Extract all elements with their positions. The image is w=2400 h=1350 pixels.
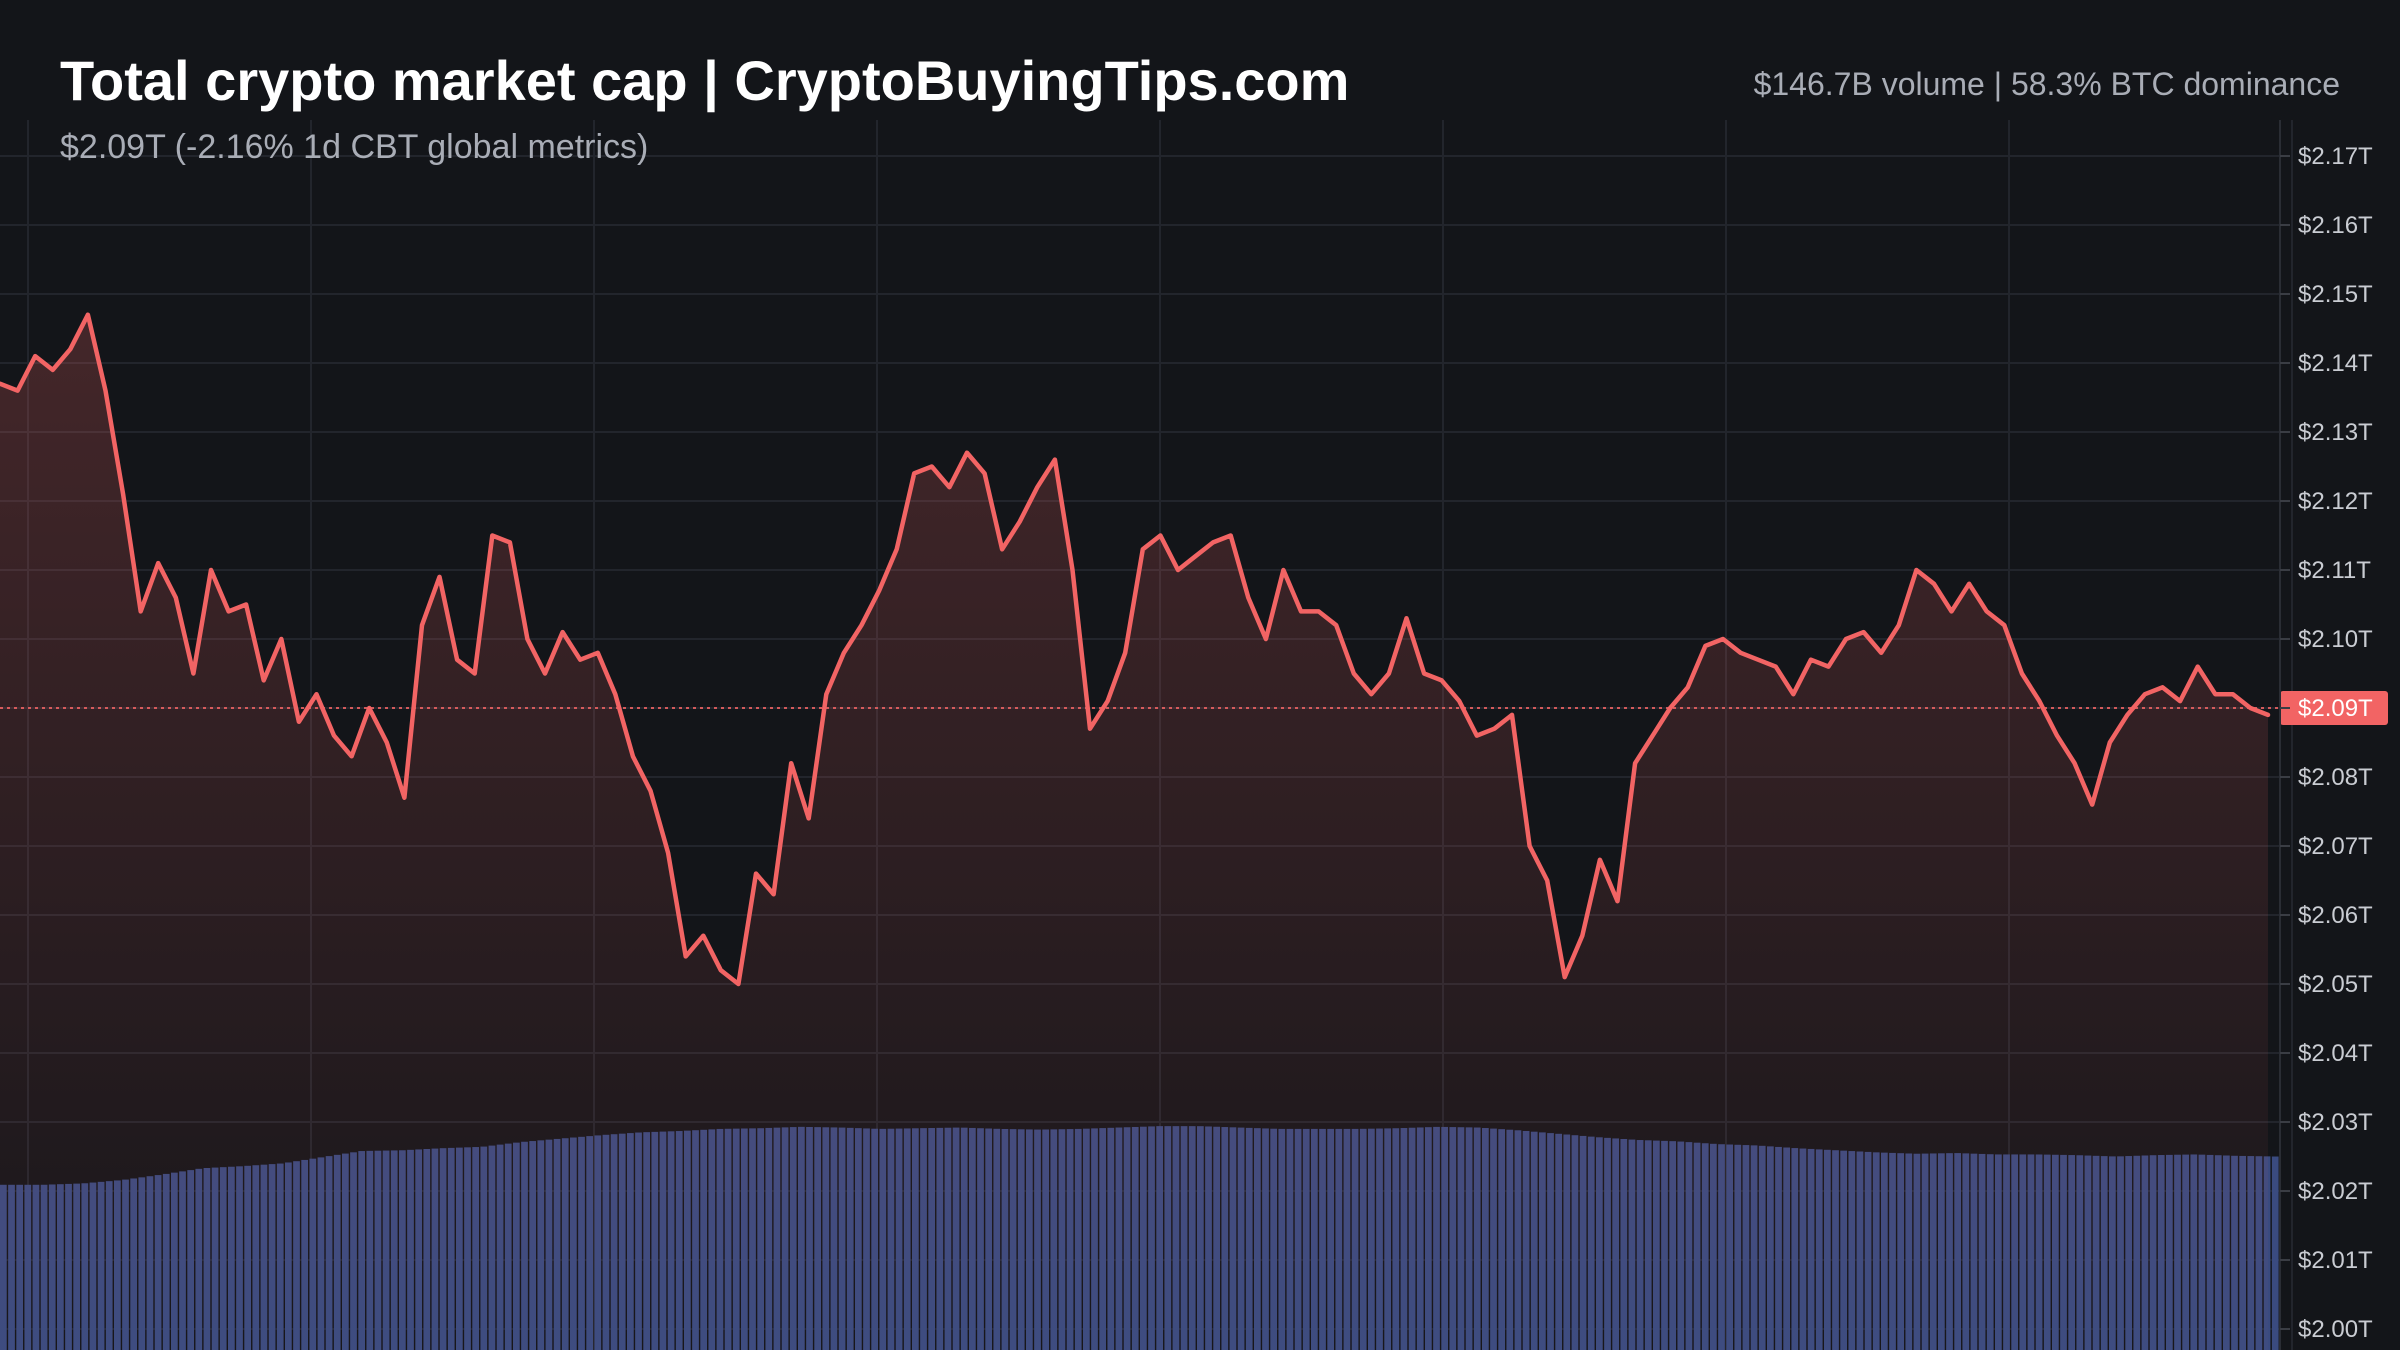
y-tick-label: $2.03T [2298,1109,2373,1136]
current-price-tag [2280,691,2388,725]
y-tick-label: $2.05T [2298,971,2373,998]
y-tick-label: $2.13T [2298,419,2373,446]
y-tick-label: $2.00T [2298,1316,2373,1343]
y-tick-label: $2.01T [2298,1247,2373,1274]
y-tick-label: $2.14T [2298,350,2373,377]
y-tick-label: $2.02T [2298,1178,2373,1205]
y-axis: $2.17T $2.16T $2.15T $2.14T $2.13T $2.12T $2.1… [2279,120,2373,1350]
price-line-path [0,312,2271,987]
y-tick-label: $2.10T [2298,626,2373,653]
y-tick-label: $2.15T [2298,281,2373,308]
price-area [0,314,2268,1350]
volume-bar [2271,1156,2279,1350]
y-tick-label: $2.16T [2298,212,2373,239]
current-price-label: $2.09T [2298,695,2373,722]
y-tick-label: $2.06T [2298,902,2373,929]
y-tick-label: $2.08T [2298,764,2373,791]
y-tick-label: $2.12T [2298,488,2373,515]
price-line [0,312,2271,987]
volume-dominance-stats: $146.7B volume | 58.3% BTC dominance [1753,66,2340,102]
y-tick-label: $2.17T [2298,143,2373,170]
price-area-fill [0,314,2268,1350]
y-tick-label: $2.07T [2298,833,2373,860]
y-tick-label: $2.04T [2298,1040,2373,1067]
current-price-marker: $2.09T [0,691,2388,725]
chart-title: Total crypto market cap | CryptoBuyingTi… [60,49,1350,112]
chart-subtitle: $2.09T (-2.16% 1d CBT global metrics) [60,128,649,166]
y-tick-label: $2.11T [2298,557,2371,584]
